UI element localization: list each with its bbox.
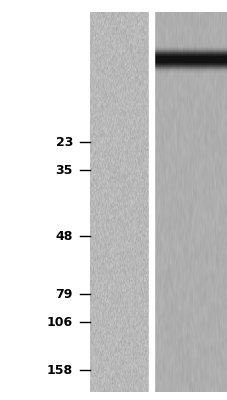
Bar xyxy=(149,12,153,392)
Text: 23: 23 xyxy=(55,136,73,148)
Text: 106: 106 xyxy=(47,316,73,328)
Text: 79: 79 xyxy=(55,288,73,300)
Text: 35: 35 xyxy=(55,164,73,176)
Text: 158: 158 xyxy=(47,364,73,376)
Text: 48: 48 xyxy=(55,230,73,242)
